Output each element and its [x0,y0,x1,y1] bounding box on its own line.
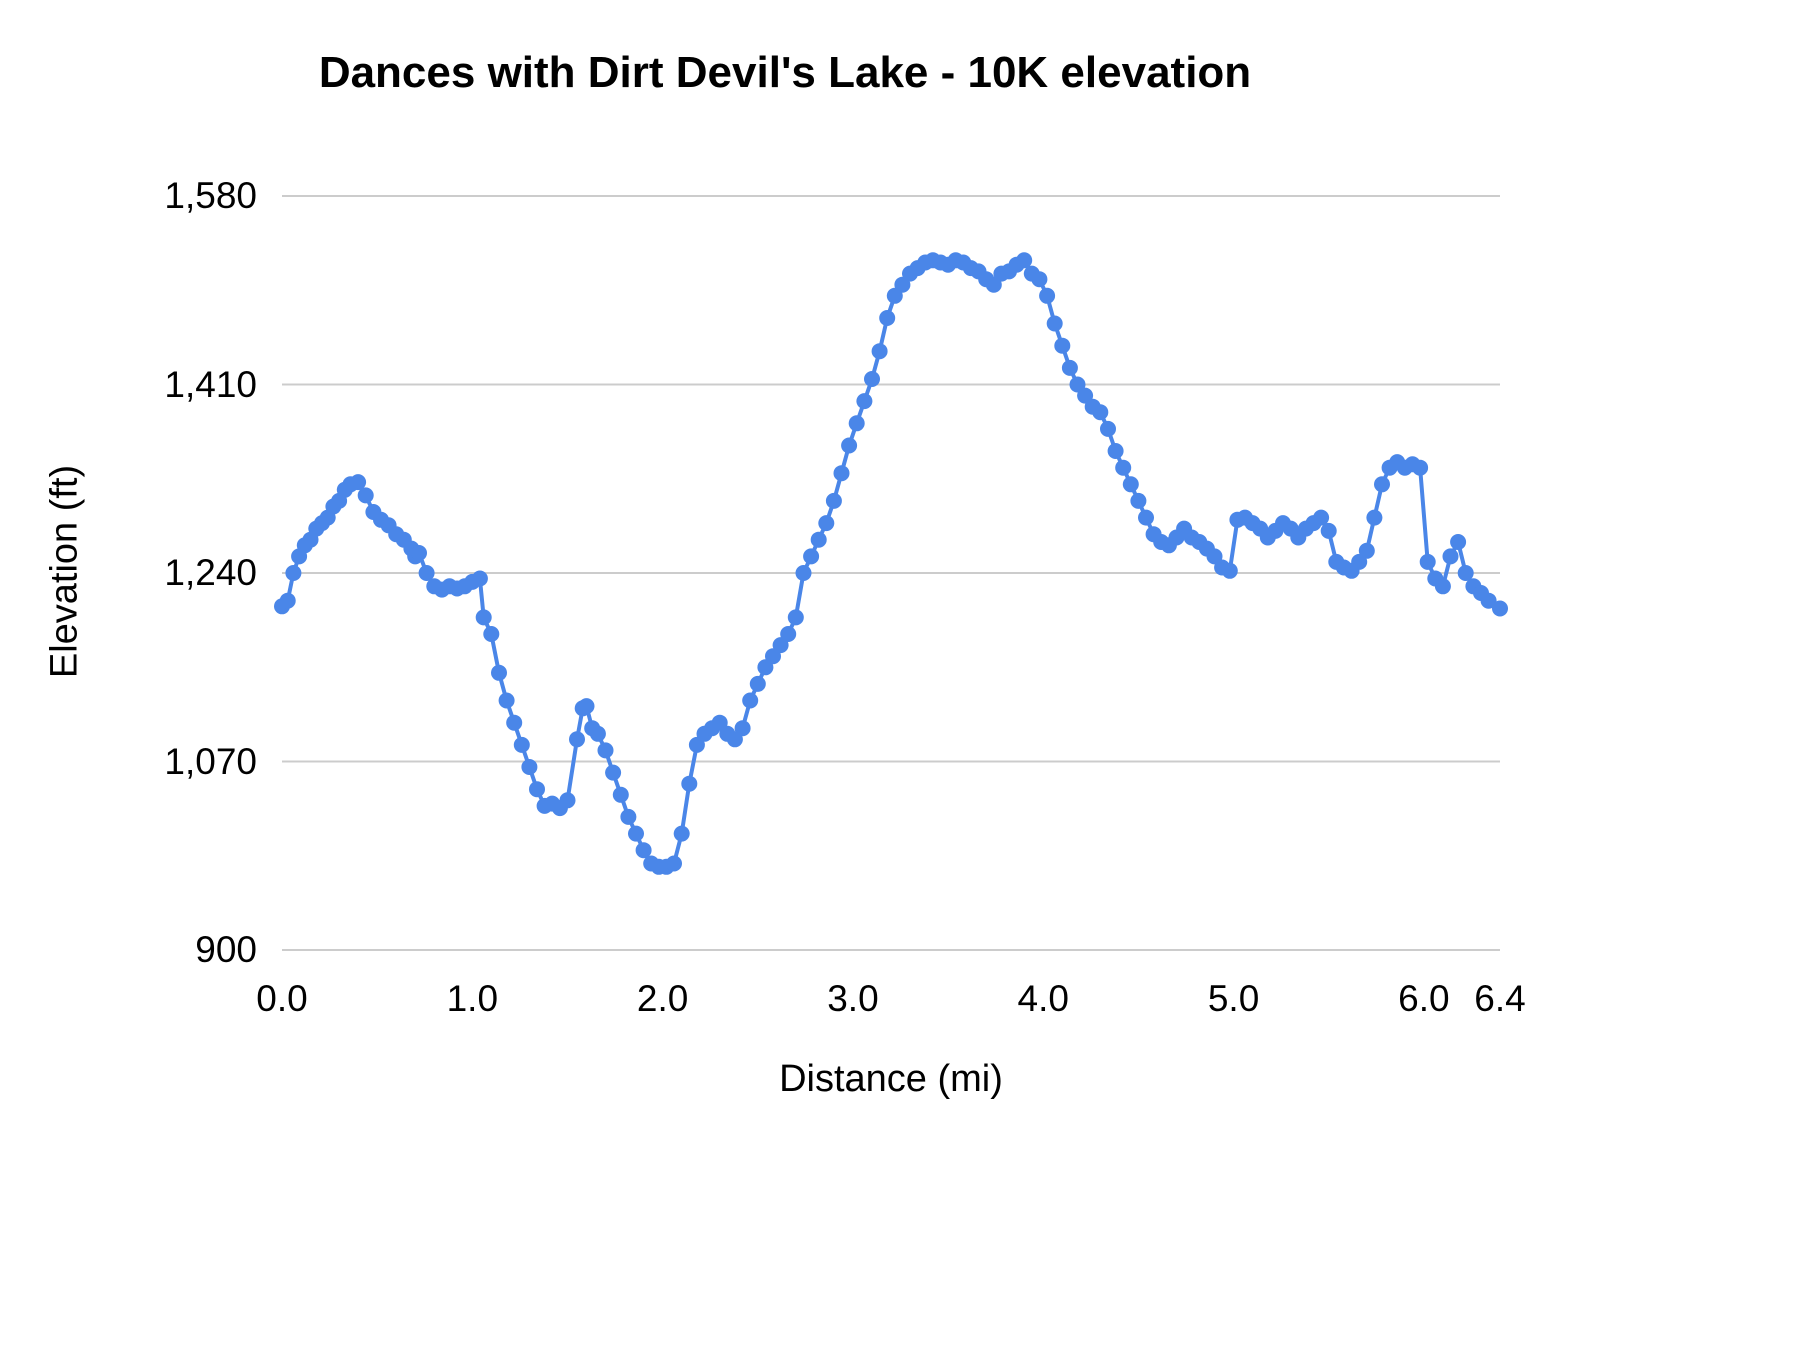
x-tick-label: 4.0 [1017,978,1069,1019]
x-tick-label: 6.4 [1474,978,1526,1019]
data-point-marker [498,692,515,709]
data-point-marker [1313,509,1330,526]
data-point-marker [1092,404,1109,421]
data-point-marker [1130,492,1147,509]
x-tick-label: 5.0 [1207,978,1260,1019]
data-point-marker [1115,459,1132,476]
data-point-marker [1492,600,1508,617]
data-point-marker [1434,578,1451,595]
data-point-marker [856,393,873,410]
data-point-marker [620,808,637,825]
chart-title: Dances with Dirt Devil's Lake - 10K elev… [318,48,1252,97]
data-point-marker [635,842,652,859]
data-point-marker [475,609,492,626]
data-point-marker [780,626,797,642]
data-point-marker [1480,592,1497,609]
data-point-marker [521,759,538,775]
data-point-marker [864,371,880,387]
data-point-marker [803,548,820,565]
data-point-marker [628,825,644,842]
data-point-marker [1366,509,1383,526]
data-point-marker [681,775,698,792]
x-tick-label: 0.0 [256,978,308,1019]
data-point-marker [810,531,827,548]
data-point-marker [597,742,614,759]
data-point-marker [513,736,530,753]
data-point-marker [279,592,296,609]
x-tick-label: 2.0 [636,978,689,1019]
y-tick-label: 1,410 [164,363,257,405]
y-tick-label: 1,070 [164,740,257,782]
data-point-marker [529,781,545,798]
data-point-marker [285,565,302,581]
y-tick-label: 1,240 [164,552,257,593]
data-point-marker [578,698,595,715]
data-point-marker [726,731,743,748]
data-point-marker [612,786,629,803]
data-point-marker [1412,459,1429,476]
data-point-marker [841,437,858,454]
data-point-marker [1358,542,1375,559]
y-tick-label: 1,580 [164,175,257,216]
x-axis-label: Distance (mi) [779,1058,1003,1100]
data-point-marker [559,792,576,809]
data-point-marker [357,487,374,504]
data-point-marker [1374,476,1390,493]
data-point-marker [1046,315,1063,332]
data-point-marker [818,515,835,532]
data-point-marker [666,855,682,872]
data-point-marker [833,465,850,482]
data-point-marker [1107,443,1124,459]
data-point-marker [506,714,523,731]
data-point-marker [491,664,507,681]
x-tick-label: 3.0 [827,978,879,1019]
data-point-marker [848,415,865,432]
data-point-marker [1442,548,1459,565]
data-point-marker [605,764,622,781]
data-point-marker [569,731,585,748]
data-point-marker [787,609,804,626]
x-tick-label: 1.0 [446,978,499,1019]
data-point-marker [589,725,606,742]
data-point-marker [1450,534,1467,550]
data-point-marker [418,565,435,581]
data-point-marker [471,570,488,587]
data-point-marker [1320,522,1337,539]
data-point-marker [1061,359,1078,376]
data-point-marker [749,675,766,692]
data-point-marker [1419,553,1436,570]
data-point-marker [1100,420,1116,437]
data-point-marker [1031,271,1048,288]
data-point-marker [879,310,896,326]
data-point-marker [350,474,367,491]
data-point-marker [1016,252,1033,269]
y-tick-label: 900 [195,929,257,970]
data-point-marker [1122,476,1139,493]
data-point-marker [673,825,690,842]
data-point-marker [734,720,751,737]
data-point-marker [483,626,500,642]
data-point-marker [1039,287,1056,304]
elevation-series-line [280,258,1502,869]
data-point-marker [825,492,842,509]
data-point-marker [1457,565,1474,581]
data-point-marker [1138,509,1154,526]
data-point-marker [1221,562,1238,579]
data-point-marker [742,692,759,709]
data-point-marker [411,545,427,561]
x-tick-label: 6.0 [1398,978,1450,1019]
data-point-marker [1054,337,1071,354]
data-point-marker [871,343,888,360]
data-point-marker [795,565,812,581]
